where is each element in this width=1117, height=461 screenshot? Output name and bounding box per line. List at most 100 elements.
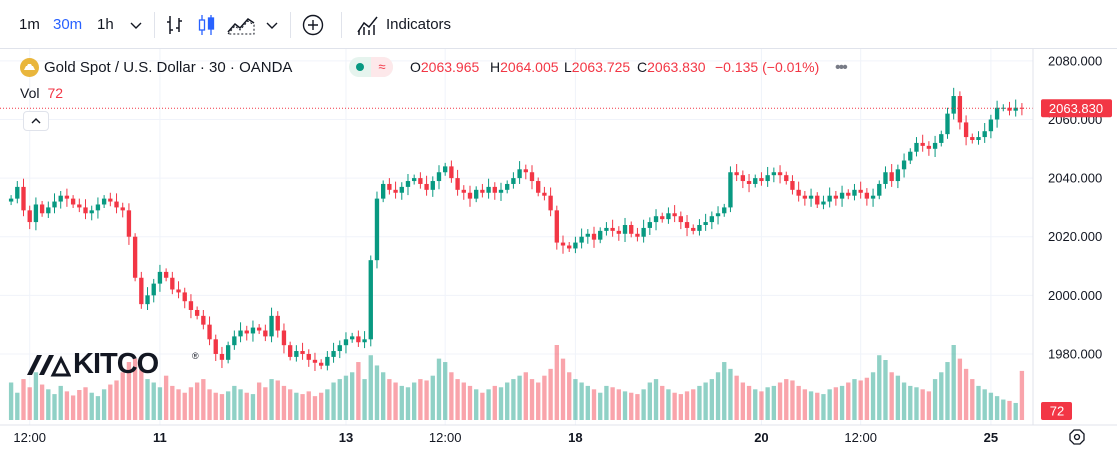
- candle-body: [238, 330, 243, 337]
- candle: [622, 217, 628, 242]
- volume-bar: [554, 345, 559, 420]
- volume-bar: [957, 358, 963, 420]
- volume-bar: [505, 382, 510, 420]
- volume-bar: [790, 380, 795, 420]
- candle: [436, 165, 442, 190]
- candle-body: [511, 178, 516, 184]
- volume-bar: [157, 387, 163, 420]
- candle: [474, 186, 479, 203]
- candle: [349, 332, 355, 343]
- more-options-icon[interactable]: •••: [835, 59, 848, 76]
- volume-bar: [21, 379, 26, 420]
- volume-bar: [275, 380, 280, 420]
- volume-bar: [145, 379, 150, 420]
- candle: [70, 195, 76, 208]
- symbol-name[interactable]: Gold Spot / U.S. Dollar · 30 · OANDA: [44, 59, 293, 76]
- volume-bar: [988, 392, 994, 420]
- ohlc-low: L2063.725: [564, 59, 631, 75]
- candle: [523, 164, 528, 180]
- candle: [256, 324, 262, 335]
- price-chart[interactable]: 2080.0002060.0002040.0002020.0002000.000…: [0, 49, 1117, 461]
- candle-body: [424, 183, 429, 190]
- candle: [64, 188, 70, 207]
- area-chart-type-icon[interactable]: [226, 12, 256, 38]
- volume-bar: [777, 382, 783, 420]
- volume-bar: [213, 392, 218, 420]
- candle: [151, 278, 156, 303]
- candle-body: [691, 227, 696, 231]
- volume-bar: [722, 362, 727, 420]
- volume-bar: [39, 384, 45, 420]
- volume-bar: [672, 392, 677, 420]
- volume-bar: [883, 360, 888, 420]
- candle: [250, 320, 256, 342]
- candle-body: [759, 178, 764, 182]
- bar-chart-type-icon[interactable]: [162, 12, 188, 38]
- registered-mark: ®: [192, 351, 199, 361]
- x-tick-label: 12:00: [844, 430, 877, 445]
- candle: [8, 195, 14, 206]
- candle-body: [139, 277, 144, 305]
- volume-bar: [461, 382, 466, 420]
- candle-body: [449, 166, 454, 179]
- volume-bar: [64, 391, 70, 420]
- volume-bar: [523, 372, 528, 420]
- candle-body: [356, 336, 361, 343]
- timeframe-30m-button[interactable]: 30m: [53, 16, 83, 33]
- volume-bar: [963, 368, 969, 420]
- candle: [691, 224, 696, 235]
- candle: [120, 202, 125, 218]
- volume-bar: [492, 385, 497, 420]
- candle: [722, 203, 727, 217]
- candle-body: [83, 207, 88, 214]
- volume-bar: [784, 379, 789, 420]
- timeframe-1m-button[interactable]: 1m: [19, 16, 40, 33]
- ohlc-high: H2064.005: [490, 59, 559, 75]
- candle: [889, 164, 894, 187]
- candle: [505, 180, 510, 194]
- market-status-badge[interactable]: ≈: [349, 57, 393, 77]
- candle: [728, 166, 733, 213]
- volume-bar: [573, 379, 578, 420]
- volume-bar: [889, 372, 894, 420]
- candle-body: [765, 175, 770, 182]
- indicators-button[interactable]: Indicators: [356, 12, 451, 38]
- candle-body: [418, 178, 423, 184]
- candle-body: [529, 172, 535, 182]
- collapse-legend-button[interactable]: [23, 111, 49, 131]
- candle-body: [318, 362, 324, 366]
- compare-add-symbol-icon[interactable]: [300, 12, 326, 38]
- chevron-down-icon[interactable]: [123, 12, 149, 38]
- candle: [405, 174, 411, 196]
- candles-chart-type-icon[interactable]: [194, 12, 220, 38]
- x-tick-label: 11: [153, 430, 167, 445]
- candle: [790, 175, 795, 195]
- candle-body: [263, 330, 268, 337]
- chevron-down-icon[interactable]: [259, 12, 285, 38]
- volume-bar: [746, 385, 752, 420]
- candle: [170, 271, 175, 295]
- candle: [815, 192, 820, 208]
- candle: [554, 205, 559, 250]
- chart-grid: [0, 49, 1033, 425]
- y-tick-label: 2080.000: [1048, 53, 1102, 68]
- volume-bar: [939, 372, 944, 420]
- candle-body: [715, 213, 721, 217]
- candle-body: [207, 324, 212, 340]
- volume-bar: [684, 391, 690, 420]
- candle: [95, 197, 101, 219]
- volume-bar: [95, 396, 101, 420]
- volume-bar: [46, 389, 51, 420]
- volume-bar: [802, 389, 808, 420]
- delayed-data-icon: ≈: [371, 57, 393, 77]
- candle-body: [1019, 107, 1025, 109]
- volume-bar: [858, 380, 863, 420]
- settings-gear-icon[interactable]: [1069, 429, 1085, 445]
- candle: [765, 166, 770, 187]
- volume-bar: [480, 392, 485, 420]
- candle-body: [194, 310, 200, 316]
- candle-body: [95, 204, 101, 211]
- volume-bar: [455, 379, 460, 420]
- volume-bar: [560, 358, 566, 420]
- timeframe-1h-button[interactable]: 1h: [97, 16, 114, 33]
